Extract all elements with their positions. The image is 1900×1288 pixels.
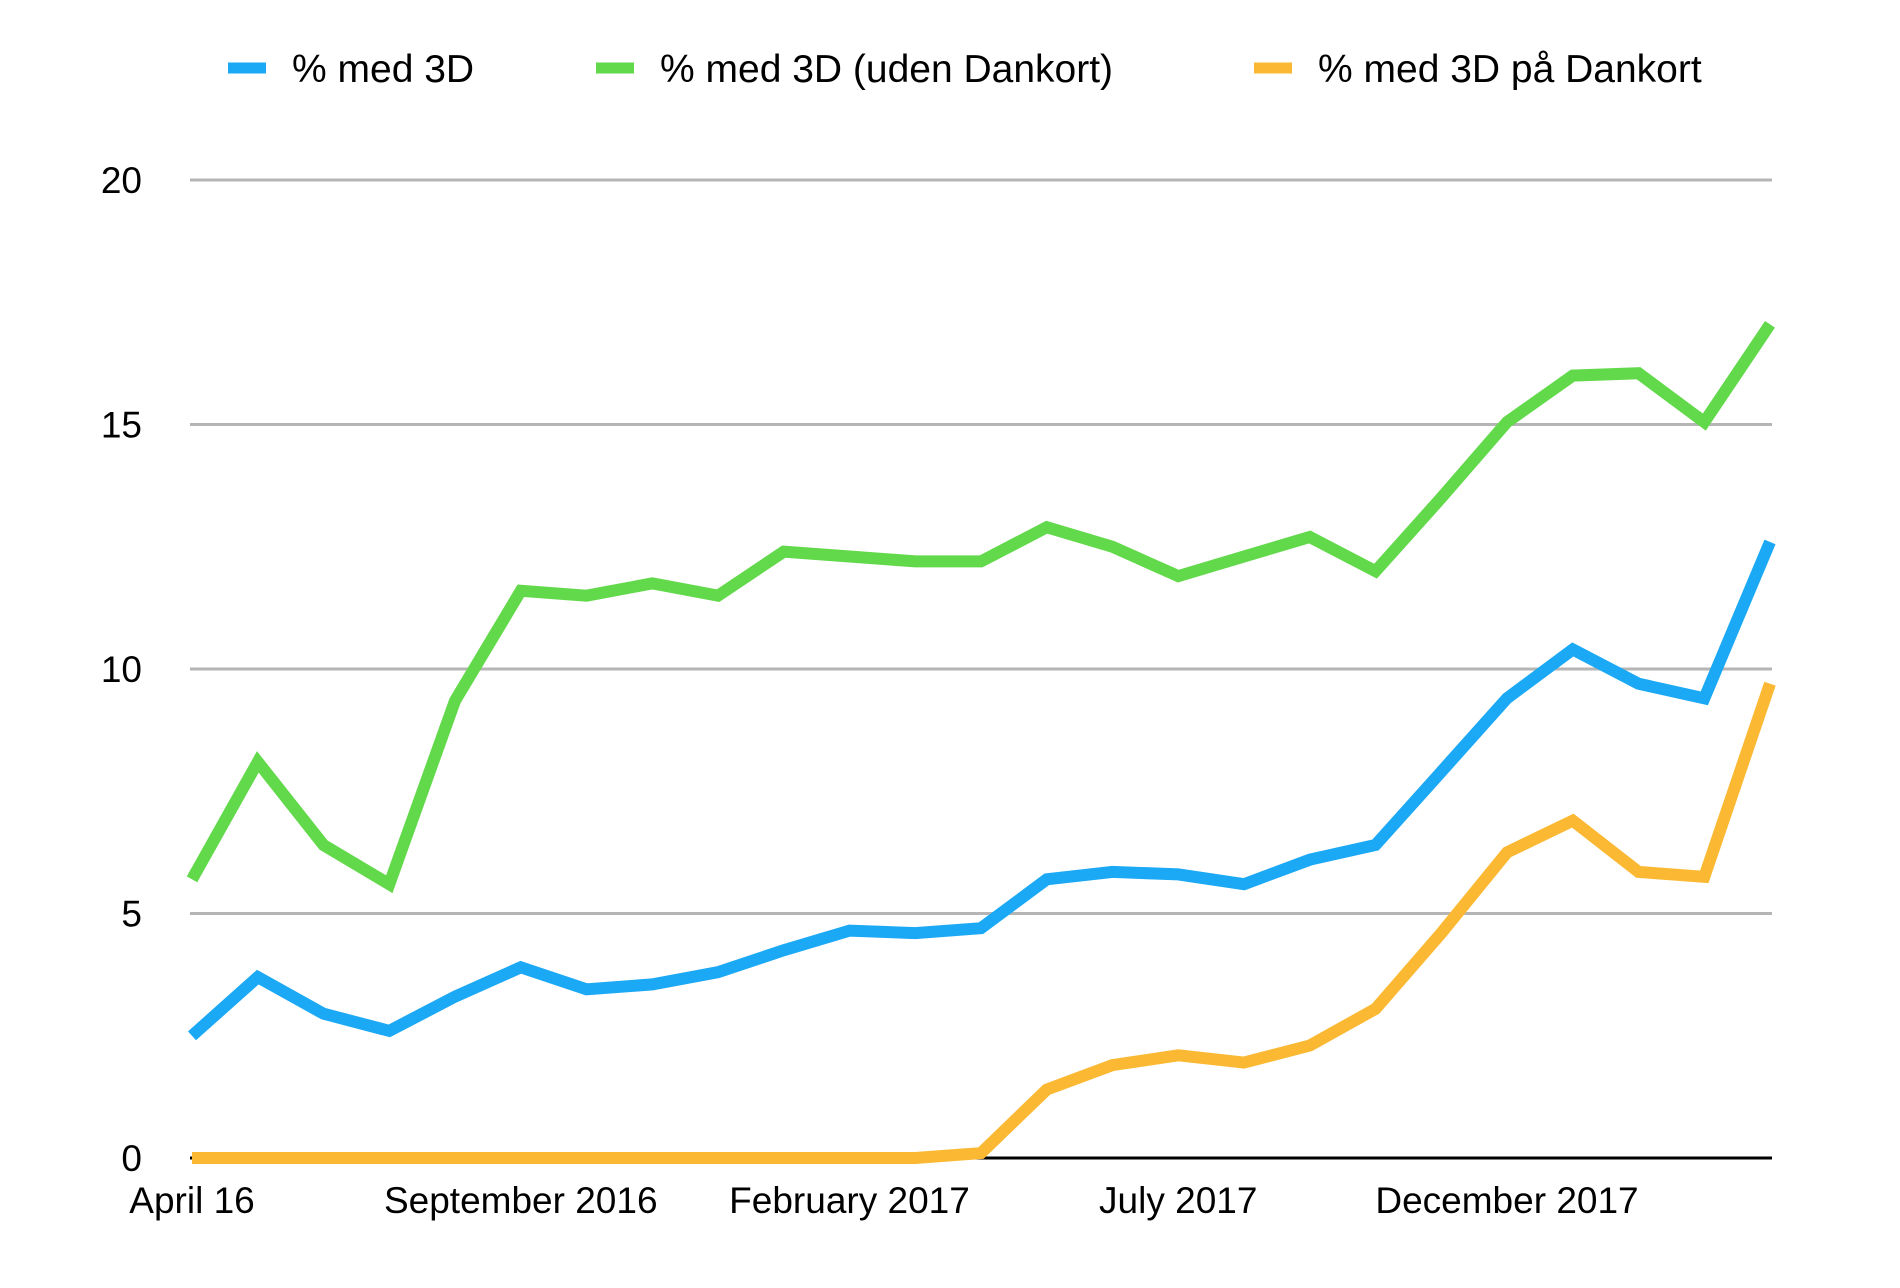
series-line-1 [188,539,1776,1041]
y-tick-label: 15 [101,405,142,446]
legend-label: % med 3D (uden Dankort) [660,48,1113,91]
x-tick-label: December 2017 [1375,1180,1638,1221]
legend: % med 3D % med 3D (uden Dankort) % med 3D … [228,48,1702,91]
series-line-3 [192,681,1776,1164]
y-tick-label: 5 [121,894,142,935]
x-tick-label: September 2016 [384,1180,658,1221]
y-tick-label: 0 [121,1138,142,1179]
y-tick-label: 10 [101,649,142,690]
y-axis-ticks: 0 5 10 15 20 [101,160,142,1179]
x-tick-label: February 2017 [729,1180,970,1221]
series-lines [186,320,1776,1164]
legend-label: % med 3D på Dankort [1318,48,1702,91]
x-tick-label: July 2017 [1099,1180,1257,1221]
y-tick-label: 20 [101,160,142,201]
series-line-2 [186,320,1775,894]
legend-label: % med 3D [292,48,474,91]
x-axis-ticks: April 16 September 2016 February 2017 July … [129,1180,1638,1221]
x-tick-label: April 16 [129,1180,254,1221]
